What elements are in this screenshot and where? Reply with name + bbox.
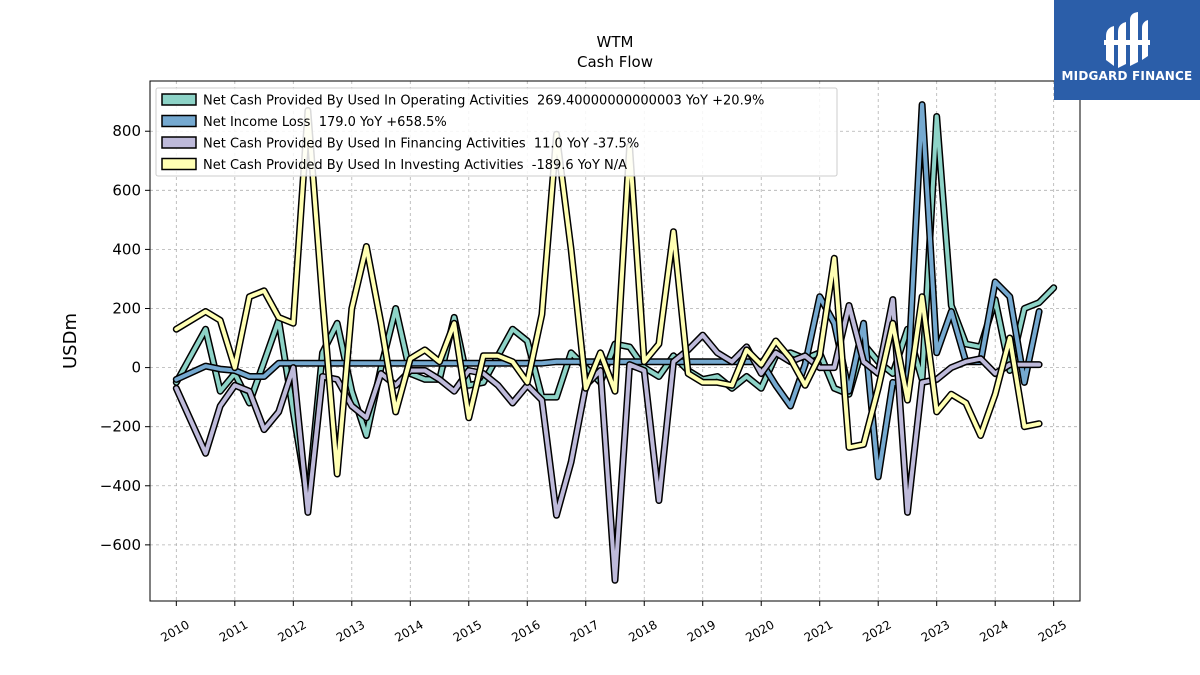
legend-label-3: Net Cash Provided By Used In Financing A… — [203, 137, 639, 152]
series-lines — [172, 101, 1058, 584]
y-tick-label: 600 — [112, 181, 141, 199]
legend-swatch-2 — [161, 114, 197, 128]
x-tick-label: 2020 — [743, 617, 776, 644]
series-line-4 — [174, 108, 1042, 476]
x-tick-label: 2015 — [451, 617, 484, 644]
legend-label-1: Net Cash Provided By Used In Operating A… — [203, 94, 764, 109]
y-tick-label: −600 — [100, 536, 141, 554]
x-tick-label: 2024 — [977, 617, 1010, 644]
chart-subtitle: Cash Flow — [577, 53, 653, 71]
x-tick-label: 2021 — [802, 617, 835, 644]
legend-box — [155, 87, 838, 177]
y-tick-label: 200 — [112, 300, 141, 318]
y-tick-label: −200 — [100, 418, 141, 436]
y-tick-label: −400 — [100, 477, 141, 495]
x-tick-label: 2017 — [568, 617, 601, 644]
x-tick-label: 2014 — [392, 617, 425, 644]
x-tick-label: 2025 — [1036, 617, 1069, 644]
brand-name: MIDGARD FINANCE — [1061, 69, 1193, 83]
x-tick-label: 2018 — [626, 617, 659, 644]
x-tick-label: 2013 — [334, 617, 367, 644]
x-tick-label: 2012 — [275, 617, 308, 644]
plot-frame — [149, 80, 1081, 602]
legend-swatch-4 — [161, 157, 197, 171]
legend-label-4: Net Cash Provided By Used In Investing A… — [203, 158, 627, 173]
x-tick-label: 2023 — [919, 617, 952, 644]
x-tick-label: 2022 — [860, 617, 893, 644]
y-tick-label: 400 — [112, 240, 141, 258]
legend-label-2: Net Income Loss 179.0 YoY +658.5% — [203, 115, 447, 130]
brand-logo: MIDGARD FINANCE — [1054, 0, 1200, 100]
brand-mark-icon — [1104, 12, 1150, 68]
legend-swatch-1 — [161, 93, 197, 106]
x-tick-label: 2016 — [509, 617, 542, 644]
x-tick-label: 2010 — [158, 617, 191, 644]
y-tick-label: 0 — [131, 359, 141, 377]
y-tick-label: 800 — [112, 122, 141, 140]
x-tick-label: 2019 — [685, 617, 718, 644]
legend: Net Cash Provided By Used In Operating A… — [155, 87, 838, 177]
x-tick-label: 2011 — [217, 617, 250, 644]
y-axis-label: USDm — [60, 313, 81, 369]
chart-title: WTM — [597, 33, 634, 51]
legend-swatch-3 — [161, 136, 197, 149]
